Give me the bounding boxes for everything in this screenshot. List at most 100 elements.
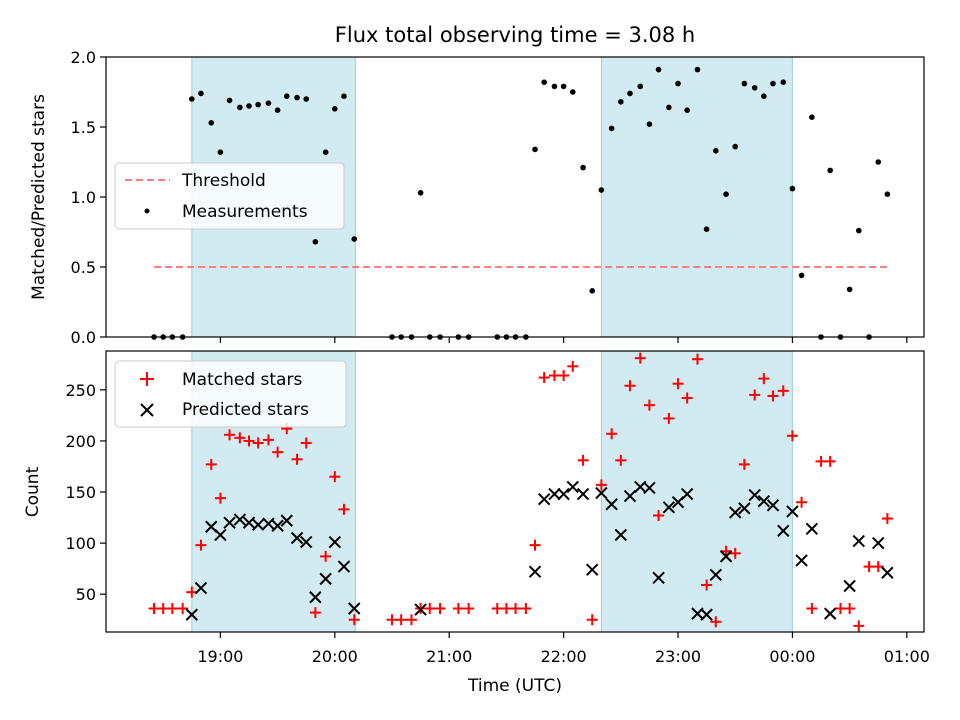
measurement-point xyxy=(618,99,624,105)
matched-star-point xyxy=(844,602,856,614)
measurement-point xyxy=(255,101,261,108)
top-y-tick-label: 0.0 xyxy=(71,328,96,347)
matched-star-point xyxy=(606,428,618,440)
predicted-star-point xyxy=(700,608,713,621)
matched-star-point xyxy=(824,455,836,467)
predicted-star-point xyxy=(652,571,665,585)
measurement-point xyxy=(208,120,215,126)
predicted-star-point xyxy=(348,602,361,615)
predicted-star-point xyxy=(623,489,637,503)
legend-predicted-label: Predicted stars xyxy=(182,400,309,420)
measurement-point xyxy=(283,93,290,99)
measurement-point xyxy=(217,149,224,155)
top-y-ticks: 0.0 0.5 1.0 1.5 2.0 xyxy=(71,48,106,347)
measurement-point xyxy=(827,167,833,174)
predicted-star-point xyxy=(738,502,751,515)
matched-star-point xyxy=(272,446,284,458)
measurement-point xyxy=(598,187,605,193)
top-y-axis-label: Matched/Predicted stars xyxy=(29,94,49,300)
matched-star-point xyxy=(329,471,341,483)
matched-star-point xyxy=(463,602,475,614)
matched-star-point xyxy=(529,539,541,551)
matched-star-point xyxy=(663,412,675,424)
bottom-legend: Matched stars Predicted stars xyxy=(114,360,347,428)
matched-star-point xyxy=(681,392,693,404)
bottom-y-ticks: 50 100 150 200 250 xyxy=(65,381,106,604)
predicted-star-point xyxy=(537,492,551,506)
top-y-tick-label: 2.0 xyxy=(71,48,96,67)
matched-star-point xyxy=(720,545,732,557)
predicted-star-point xyxy=(566,480,579,494)
top-title: Flux total observing time = 3.08 h xyxy=(335,23,695,47)
measurement-point xyxy=(809,114,815,120)
predicted-star-point xyxy=(251,518,265,531)
predicted-star-point xyxy=(194,581,208,595)
predicted-star-point xyxy=(777,524,790,538)
matched-star-point xyxy=(424,602,436,614)
matched-star-point xyxy=(595,479,607,491)
measurement-point xyxy=(274,107,281,113)
matched-star-point xyxy=(309,607,321,619)
matched-star-point xyxy=(291,453,303,465)
measurement-point xyxy=(189,96,195,102)
predicted-star-point xyxy=(662,501,676,514)
predicted-star-point xyxy=(843,579,856,593)
predicted-star-point xyxy=(643,481,656,495)
matched-star-point xyxy=(796,496,808,508)
predicted-star-point xyxy=(881,566,894,579)
predicted-star-point xyxy=(757,495,771,508)
matched-star-point xyxy=(749,389,761,401)
predicted-star-point xyxy=(766,499,780,512)
top-y-tick-label: 1.5 xyxy=(71,118,96,137)
matched-star-point xyxy=(224,429,236,441)
bottom-legend-box xyxy=(114,360,347,428)
bottom-y-tick-label: 100 xyxy=(65,534,96,553)
measurement-point xyxy=(789,185,796,192)
matched-star-point xyxy=(434,602,446,614)
measurement-point xyxy=(884,191,891,197)
predicted-star-point xyxy=(614,528,628,542)
bottom-x-tick-label: 19:00 xyxy=(197,647,243,666)
matched-star-point xyxy=(348,614,360,626)
matched-star-point xyxy=(300,437,312,449)
measurement-point xyxy=(341,93,347,99)
matched-star-point xyxy=(252,437,264,449)
matched-star-point xyxy=(214,492,226,504)
measurement-point xyxy=(712,148,719,154)
legend-matched-swatch xyxy=(140,372,154,386)
measurement-point xyxy=(332,106,338,112)
legend-predicted-swatch xyxy=(140,403,154,417)
matched-star-point xyxy=(643,399,655,411)
matched-star-point xyxy=(701,579,713,591)
predicted-star-point xyxy=(223,516,236,529)
bottom-shaded-region-1 xyxy=(600,350,793,633)
measurement-point xyxy=(723,191,729,197)
predicted-star-point xyxy=(290,531,304,545)
matched-star-point xyxy=(177,602,189,614)
matched-star-point xyxy=(405,614,417,626)
predicted-star-point xyxy=(280,514,293,527)
predicted-star-point xyxy=(719,550,733,563)
predicted-star-point xyxy=(557,487,570,501)
matched-star-point xyxy=(624,380,636,392)
predicted-star-point xyxy=(852,534,865,548)
predicted-star-point xyxy=(214,528,227,542)
top-shaded-region-1 xyxy=(600,56,793,338)
predicted-star-point xyxy=(528,565,542,578)
predicted-star-point xyxy=(729,506,742,519)
matched-star-point xyxy=(262,434,274,446)
matched-star-point xyxy=(395,614,407,626)
matched-star-point xyxy=(577,454,589,466)
predicted-star-point xyxy=(595,486,608,500)
measurement-point xyxy=(417,190,424,196)
matched-star-point xyxy=(653,510,665,522)
measurement-point xyxy=(751,85,758,91)
matched-star-point xyxy=(205,458,217,470)
matched-star-point xyxy=(777,385,789,397)
measurement-point xyxy=(637,83,644,90)
predicted-star-point xyxy=(271,519,284,532)
bottom-x-tick-label: 22:00 xyxy=(541,647,587,666)
measurement-point xyxy=(741,80,748,87)
matched-star-point xyxy=(567,360,579,372)
measurement-point xyxy=(694,66,701,73)
